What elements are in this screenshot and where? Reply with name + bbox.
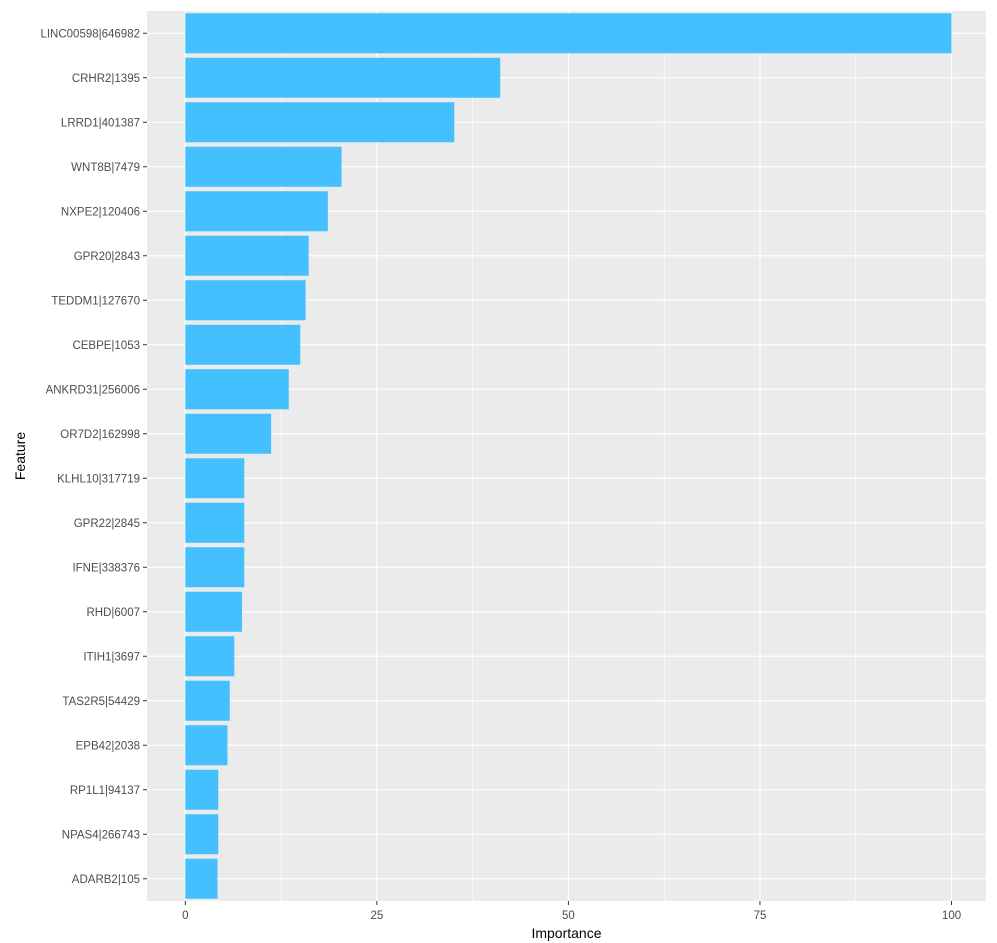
y-tick-label: ITIH1|3697 xyxy=(83,651,140,663)
bar xyxy=(185,725,228,766)
y-tick-label: NXPE2|120406 xyxy=(61,206,140,218)
bar xyxy=(185,591,243,632)
y-axis: LINC00598|646982 CRHR2|1395 LRRD1|401387 WN… xyxy=(40,28,147,886)
y-tick-label: KLHL10|317719 xyxy=(57,473,140,485)
y-axis-title: Feature xyxy=(12,432,28,480)
y-tick-label: LRRD1|401387 xyxy=(61,117,140,129)
bar xyxy=(185,324,301,365)
bars xyxy=(185,13,952,899)
y-tick-label: TAS2R5|54429 xyxy=(62,696,140,708)
x-tick-label: 0 xyxy=(182,910,188,922)
x-axis-title: Importance xyxy=(531,925,601,941)
bar xyxy=(185,369,289,410)
y-tick-label: RHD|6007 xyxy=(87,607,141,619)
bar xyxy=(185,280,306,321)
y-tick-label: ANKRD31|256006 xyxy=(46,384,140,396)
y-tick-label: RP1L1|94137 xyxy=(70,785,140,797)
y-tick-label: CEBPE|1053 xyxy=(72,340,140,352)
plot-panel xyxy=(147,11,986,901)
bar xyxy=(185,458,245,499)
bar xyxy=(185,769,219,810)
x-tick-label: 75 xyxy=(754,910,767,922)
bar xyxy=(185,547,245,588)
y-tick-label: WNT8B|7479 xyxy=(71,162,140,174)
x-axis: 0 25 50 75 100 xyxy=(182,901,961,922)
y-tick-label: ADARB2|105 xyxy=(72,874,140,886)
bar xyxy=(185,858,218,899)
bar xyxy=(185,502,245,543)
y-tick-label: TEDDM1|127670 xyxy=(51,295,140,307)
y-tick-label: EPB42|2038 xyxy=(76,740,140,752)
bar xyxy=(185,146,342,187)
bar xyxy=(185,636,235,677)
x-tick-label: 25 xyxy=(370,910,383,922)
bar xyxy=(185,235,309,276)
y-tick-label: OR7D2|162998 xyxy=(60,429,140,441)
bar xyxy=(185,814,219,855)
bar xyxy=(185,57,501,98)
y-tick-label: CRHR2|1395 xyxy=(72,73,140,85)
bar xyxy=(185,413,272,454)
bar xyxy=(185,102,455,143)
x-tick-label: 50 xyxy=(562,910,575,922)
y-tick-label: LINC00598|646982 xyxy=(40,28,140,40)
bar xyxy=(185,191,328,232)
x-tick-label: 100 xyxy=(942,910,961,922)
bar xyxy=(185,13,952,54)
y-tick-label: GPR20|2843 xyxy=(74,251,140,263)
y-tick-label: IFNE|338376 xyxy=(72,562,140,574)
y-tick-label: NPAS4|266743 xyxy=(62,829,140,841)
bar xyxy=(185,680,230,721)
y-tick-label: GPR22|2845 xyxy=(74,518,140,530)
